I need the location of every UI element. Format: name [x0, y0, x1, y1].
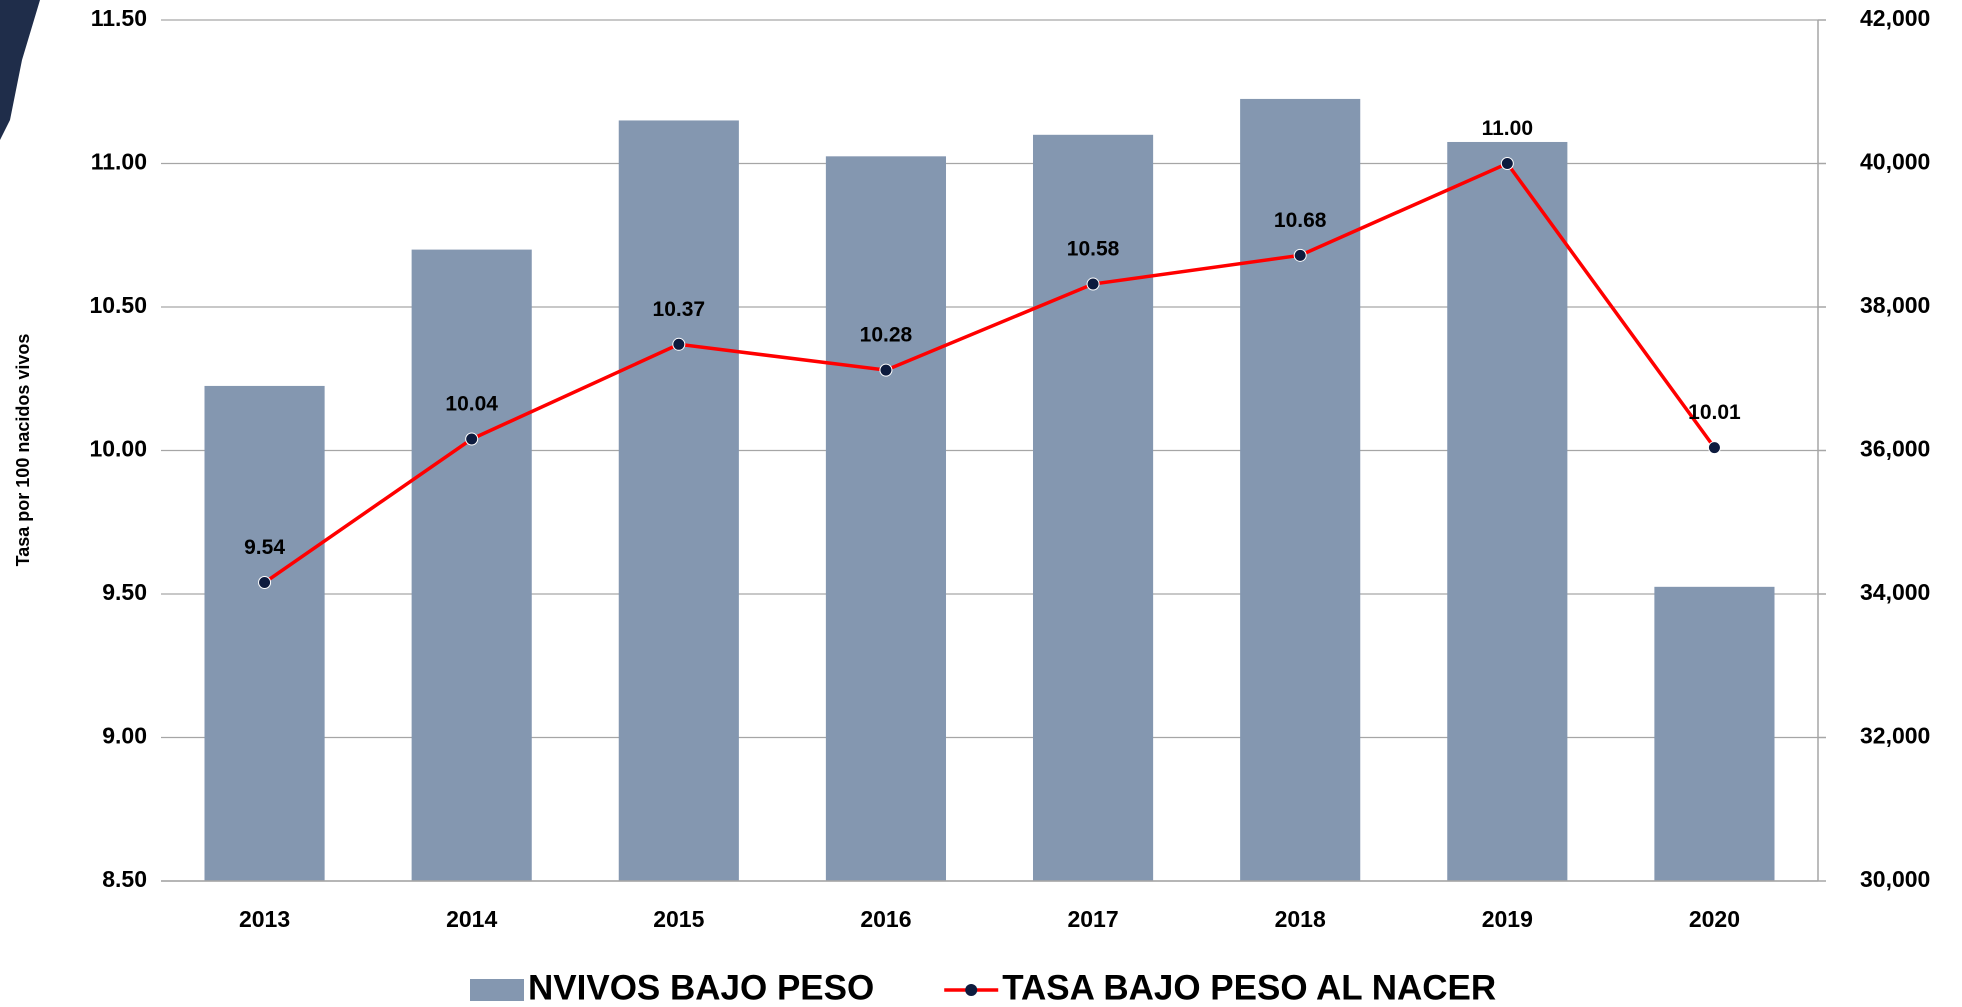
- line-marker: [672, 337, 686, 351]
- bar: [1447, 141, 1568, 882]
- legend-label: TASA BAJO PESO AL NACER: [1002, 968, 1496, 1007]
- y-tick-label: 10.00: [89, 436, 147, 462]
- y-tick-label: 11.00: [91, 149, 147, 175]
- data-label: 10.28: [860, 324, 913, 347]
- line-marker: [1086, 277, 1100, 291]
- y2-tick-label: 38,000: [1860, 292, 1930, 318]
- x-tick-label: 2017: [1067, 906, 1118, 932]
- data-label: 10.68: [1274, 209, 1327, 232]
- y-tick-label: 11.50: [91, 5, 147, 31]
- x-tick-label: 2015: [653, 906, 704, 932]
- data-label: 11.00: [1482, 117, 1533, 140]
- data-label: 10.04: [445, 393, 498, 416]
- line-marker: [1500, 157, 1514, 170]
- y2-tick-label: 40,000: [1860, 149, 1930, 175]
- y-axis-label: Tasa por 100 nacidos vivos: [13, 334, 33, 567]
- line-marker: [465, 432, 479, 446]
- y2-tick-label: 30,000: [1860, 866, 1930, 892]
- bar: [204, 385, 325, 881]
- bar: [1240, 98, 1361, 882]
- legend-swatch: [470, 979, 524, 1001]
- bar: [1654, 586, 1775, 881]
- bar: [411, 249, 532, 882]
- y2-tick-label: 36,000: [1860, 436, 1930, 462]
- y-tick-label: 8.50: [102, 866, 147, 892]
- data-label: 10.37: [653, 298, 706, 321]
- line-marker: [879, 363, 893, 377]
- data-label: 10.58: [1067, 238, 1120, 261]
- x-tick-label: 2014: [446, 906, 497, 932]
- line-marker: [258, 576, 272, 590]
- x-tick-label: 2019: [1482, 906, 1533, 932]
- decoration: [0, 0, 40, 140]
- data-label: 9.54: [244, 536, 285, 559]
- y2-tick-label: 32,000: [1860, 723, 1930, 749]
- line: [263, 161, 1716, 584]
- line-marker: [1707, 441, 1721, 455]
- y2-tick-label: 42,000: [1860, 5, 1930, 31]
- bar: [1032, 134, 1154, 882]
- y-tick-label: 10.50: [89, 292, 147, 318]
- y-tick-label: 9.50: [102, 579, 147, 605]
- legend-marker: [965, 984, 978, 996]
- y2-tick-label: 34,000: [1860, 579, 1930, 605]
- bar: [825, 156, 947, 881]
- x-tick-label: 2018: [1275, 906, 1326, 932]
- x-tick-label: 2020: [1689, 906, 1740, 932]
- data-label: 10.01: [1688, 401, 1741, 424]
- x-tick-label: 2013: [239, 906, 290, 932]
- bar: [618, 120, 739, 881]
- legend-label: NVIVOS BAJO PESO: [528, 968, 874, 1007]
- y-tick-label: 9.00: [102, 723, 147, 749]
- line-marker: [1293, 248, 1307, 262]
- x-tick-label: 2016: [860, 906, 911, 932]
